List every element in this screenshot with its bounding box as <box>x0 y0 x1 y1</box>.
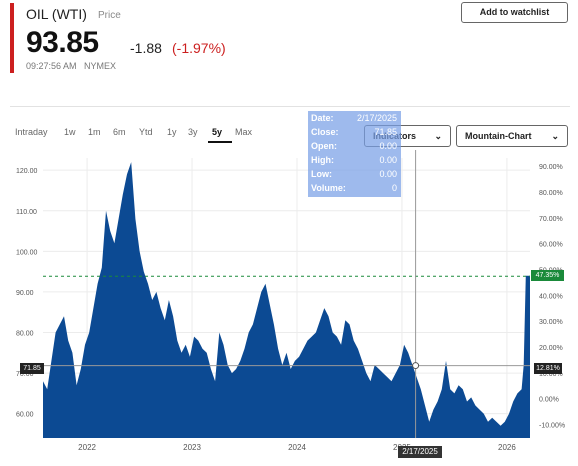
current-percent-flag: 47.35% <box>531 270 564 281</box>
range-max[interactable]: Max <box>235 127 253 137</box>
price-type-label: Price <box>98 10 121 21</box>
tooltip-open-label: Open: <box>311 141 337 151</box>
price-area <box>43 162 530 438</box>
range-6m[interactable]: 6m <box>113 127 126 137</box>
y-right-tick-label: 70.00% <box>539 216 563 223</box>
range-intraday[interactable]: Intraday <box>15 127 48 137</box>
y-right-tick-label: 40.00% <box>539 293 563 300</box>
y-left-tick-label: 90.00 <box>16 290 34 297</box>
price-chart[interactable]: 60.00 70.00 80.00 90.00 100.00 110.00 120.00 -… <box>0 150 578 450</box>
range-3y[interactable]: 3y <box>188 127 198 137</box>
y-left-tick-label: 100.00 <box>16 249 38 256</box>
chevron-down-icon: ⌄ <box>551 131 559 141</box>
y-left-tick-label: 110.00 <box>16 209 37 216</box>
chart-type-label: Mountain-Chart <box>465 131 532 141</box>
y-left-tick-label: 80.00 <box>16 330 34 337</box>
data-tooltip: Date: 2/17/2025 Close: 71.85 Open: 0.00 Hig… <box>308 111 401 197</box>
crosshair-point <box>412 362 420 370</box>
y-right-tick-label: 80.00% <box>539 190 563 197</box>
crosshair-date-label: 2/17/2025 <box>398 446 442 458</box>
y-left-tick-label: 70.00 <box>16 371 34 378</box>
range-1y[interactable]: 1y <box>167 127 177 137</box>
x-tick-label: 2024 <box>288 443 306 450</box>
y-right-tick-label: 20.00% <box>539 345 563 352</box>
exchange-label: NYMEX <box>84 61 117 71</box>
tooltip-volume-value: 0 <box>391 183 397 193</box>
tooltip-high-value: 0.00 <box>379 155 397 165</box>
y-right-tick-label: 90.00% <box>539 164 563 171</box>
tooltip-close-value: 71.85 <box>374 127 397 137</box>
tooltip-open-value: 0.00 <box>379 141 397 151</box>
add-to-watchlist-button[interactable]: Add to watchlist <box>461 2 568 23</box>
tooltip-date-label: Date: <box>311 113 334 123</box>
chevron-down-icon: ⌄ <box>434 131 442 141</box>
x-tick-label: 2022 <box>78 443 96 450</box>
crosshair-price-flag: 71.85 <box>20 363 44 374</box>
tooltip-close-label: Close: <box>311 127 339 137</box>
tooltip-high-label: High: <box>311 155 334 165</box>
range-1m[interactable]: 1m <box>88 127 101 137</box>
tooltip-low-value: 0.00 <box>379 169 397 179</box>
price-change: -1.88 <box>130 40 162 56</box>
y-left-tick-label: 120.00 <box>16 168 38 175</box>
y-right-tick-label: 10.00% <box>539 371 563 378</box>
active-range-underline <box>208 141 232 143</box>
range-5y[interactable]: 5y <box>212 127 223 137</box>
last-price: 93.85 <box>26 26 99 59</box>
y-right-tick-label: 0.00% <box>539 397 559 404</box>
y-right-tick-label: -10.00% <box>539 423 565 430</box>
accent-bar <box>10 3 14 73</box>
x-tick-label: 2026 <box>498 443 516 450</box>
section-divider <box>10 106 570 107</box>
y-right-tick-label: 60.00% <box>539 242 563 249</box>
y-right-tick-label: 30.00% <box>539 319 563 326</box>
y-left-tick-label: 60.00 <box>16 412 34 419</box>
chart-type-dropdown[interactable]: Mountain-Chart ⌄ <box>456 125 568 147</box>
x-tick-label: 2023 <box>183 443 201 450</box>
crosshair-percent-flag: 12.81% <box>534 363 562 374</box>
range-ytd[interactable]: Ytd <box>139 127 153 137</box>
tooltip-date-value: 2/17/2025 <box>356 113 397 123</box>
range-1w[interactable]: 1w <box>64 127 76 137</box>
tooltip-low-label: Low: <box>311 169 332 179</box>
quote-timestamp: 09:27:56 AM <box>26 61 77 71</box>
tooltip-volume-label: Volume: <box>311 183 346 193</box>
price-change-percent: (-1.97%) <box>172 40 226 56</box>
ticker-name: OIL (WTI) <box>26 6 87 22</box>
